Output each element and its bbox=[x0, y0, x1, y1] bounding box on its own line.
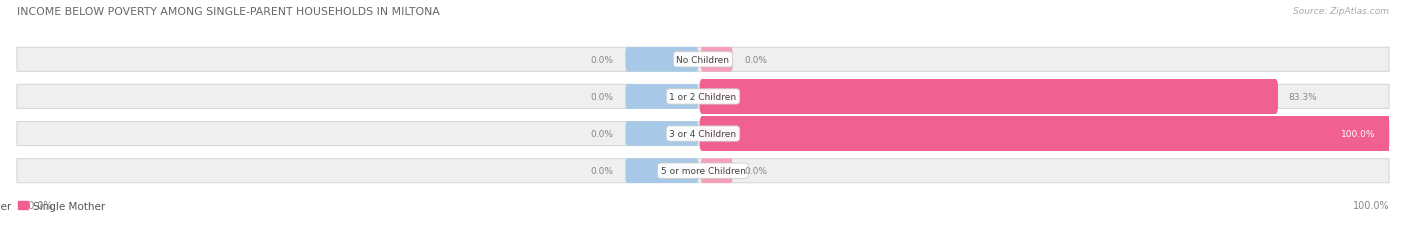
FancyBboxPatch shape bbox=[626, 85, 699, 109]
FancyBboxPatch shape bbox=[17, 159, 1389, 183]
Text: 0.0%: 0.0% bbox=[591, 93, 614, 101]
Text: 83.3%: 83.3% bbox=[1288, 93, 1317, 101]
Text: 0.0%: 0.0% bbox=[744, 56, 768, 64]
Text: 5 or more Children: 5 or more Children bbox=[661, 167, 745, 175]
Text: 100.0%: 100.0% bbox=[1341, 130, 1375, 138]
Text: 0.0%: 0.0% bbox=[744, 167, 768, 175]
Legend: Single Father, Single Mother: Single Father, Single Mother bbox=[0, 197, 110, 215]
Text: 0.0%: 0.0% bbox=[591, 56, 614, 64]
Text: 0.0%: 0.0% bbox=[591, 167, 614, 175]
Text: INCOME BELOW POVERTY AMONG SINGLE-PARENT HOUSEHOLDS IN MILTONA: INCOME BELOW POVERTY AMONG SINGLE-PARENT… bbox=[17, 7, 440, 17]
Text: No Children: No Children bbox=[676, 56, 730, 64]
FancyBboxPatch shape bbox=[700, 79, 1278, 115]
Text: Source: ZipAtlas.com: Source: ZipAtlas.com bbox=[1294, 7, 1389, 16]
FancyBboxPatch shape bbox=[626, 159, 699, 183]
Text: 100.0%: 100.0% bbox=[1353, 200, 1389, 210]
FancyBboxPatch shape bbox=[702, 48, 733, 72]
FancyBboxPatch shape bbox=[626, 48, 699, 72]
Text: 100.0%: 100.0% bbox=[17, 200, 53, 210]
FancyBboxPatch shape bbox=[700, 116, 1392, 152]
FancyBboxPatch shape bbox=[702, 159, 733, 183]
Text: 3 or 4 Children: 3 or 4 Children bbox=[669, 130, 737, 138]
Text: 0.0%: 0.0% bbox=[591, 130, 614, 138]
FancyBboxPatch shape bbox=[17, 48, 1389, 72]
FancyBboxPatch shape bbox=[626, 122, 699, 146]
Text: 1 or 2 Children: 1 or 2 Children bbox=[669, 93, 737, 101]
FancyBboxPatch shape bbox=[17, 85, 1389, 109]
FancyBboxPatch shape bbox=[17, 122, 1389, 146]
